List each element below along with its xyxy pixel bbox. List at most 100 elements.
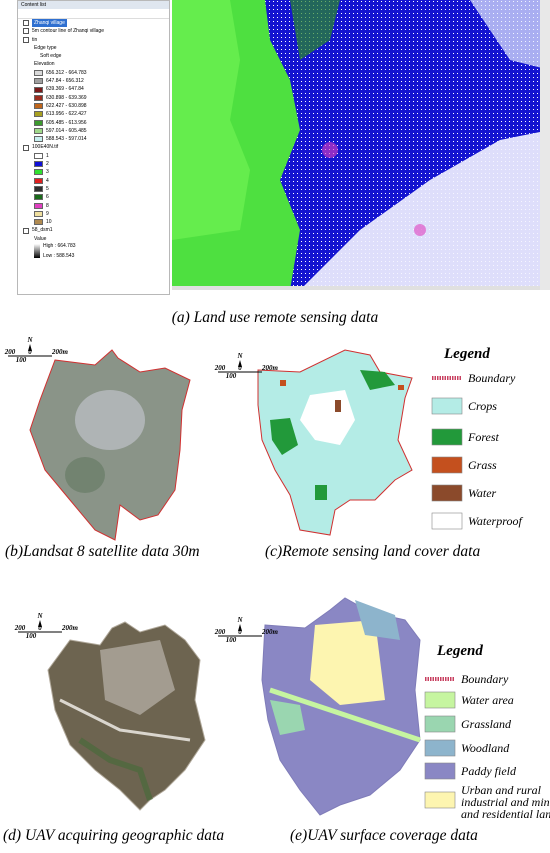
class-row: 8 [18,202,169,210]
content-list: Content list Zhanqi village 5m contour li… [17,0,170,295]
legend-label: Grass [468,458,497,472]
scale-label: 100 [26,632,37,640]
class-swatch [34,186,43,193]
class-swatch [34,103,43,110]
class-label: 6 [46,194,49,201]
legend-swatch [431,456,463,474]
class-swatch [34,78,43,85]
class-label: 588.543 - 597.014 [46,136,87,143]
sub-row: Edge type [18,44,169,52]
legend-label: Forest [467,430,500,444]
legend-label: Waterproof [468,514,523,528]
class-swatch [34,219,43,226]
layer-row: tin [18,36,169,44]
class-row: 630.898 - 639.369 [18,94,169,102]
layer-name: 100E40N.tif [32,144,59,151]
legend-label: Grassland [461,717,512,731]
north-arrow-shape [38,620,42,627]
class-row: 1 [18,152,169,160]
legend-swatch [424,762,456,780]
class-swatch [34,94,43,101]
scale-label: 200 [214,628,226,636]
scale-label: 100 [226,372,237,380]
scale-label: 100 [226,636,237,644]
class-row: 4 [18,177,169,185]
north-arrow: N [26,336,33,344]
checkbox [23,144,29,151]
legend-title: Legend [443,346,490,362]
legend-swatch [424,739,456,757]
class-swatch [34,128,43,134]
caption: (b)Landsat 8 satellite data 30m [5,543,200,560]
scale-label: 200 [4,348,16,356]
class-row: 597.014 - 605.485 [18,127,169,135]
scale-label: 100 [16,356,27,364]
class-label: 5 [46,185,49,192]
class-label: 10 [46,219,52,226]
layer-name: 5m contour line of Zhanqi village [32,28,104,35]
class-row: 588.543 - 597.014 [18,135,169,143]
class-swatch [34,161,43,168]
legend-label: Crops [468,399,497,413]
legend-label: Water [468,486,497,500]
legend-label: and residential land [461,807,550,821]
class-label: 630.898 - 639.369 [46,94,87,101]
layer-row: Zhanqi village [18,19,169,28]
sub-label: Value [34,235,47,242]
class-row: 3 [18,168,169,176]
class-row: 10 [18,218,169,226]
legend-label: industrial and mining [461,795,550,809]
class-swatch [34,119,43,126]
ramp-labels: High : 664.783 Low : 588.543 [43,243,76,259]
class-label: 647.84 - 656.312 [46,78,84,85]
sub-row: Soft edge [18,52,169,60]
class-swatch [34,194,43,201]
layer-row: 5m contour line of Zhanqi village [18,27,169,35]
scale-label: 0 [38,624,42,632]
north-arrow-shape [238,360,242,367]
ramp-label: High : 664.783 [43,243,76,250]
class-row: 613.956 - 622.427 [18,110,169,118]
class-swatch [34,111,43,118]
class-swatch [34,210,43,217]
class-label: 1 [46,152,49,159]
scale-label: 0 [238,628,242,636]
caption: (d) UAV acquiring geographic data [3,827,224,844]
class-swatch [34,152,43,159]
toolbar [18,9,169,19]
class-swatch [34,86,43,93]
class-swatch [34,177,43,184]
caption: (a) Land use remote sensing data [172,309,379,326]
class-label: 9 [46,210,49,217]
class-swatch [34,169,43,176]
north-arrow-shape [28,344,32,351]
checkbox [23,20,29,27]
class-label: 3 [46,169,49,176]
class-label: 8 [46,202,49,209]
class-row: 5 [18,185,169,193]
layer-name: 58_dsm1 [32,227,53,234]
ramp-label: Low : 588.543 [43,253,75,260]
class-row: 9 [18,210,169,218]
scale-label: 0 [28,348,32,356]
legend-swatch [424,715,456,733]
sub-row: Elevation [18,60,169,68]
checkbox [23,36,29,43]
legend-swatch [424,691,456,709]
scale-label: 0 [238,364,242,372]
north-arrow: N [236,352,243,360]
sub-label: Edge type [34,44,57,51]
color-ramp [34,244,40,259]
legend-title: Legend [436,643,483,659]
legend-swatch [424,791,456,809]
north-arrow: N [236,616,243,624]
legend-label: Boundary [468,371,516,385]
class-label: 597.014 - 605.485 [46,127,87,134]
scale-label: 200m [61,624,79,632]
class-swatch [34,202,43,209]
ramp-row: High : 664.783 Low : 588.543 [18,243,169,259]
checkbox [23,227,29,234]
legend-label: Water area [461,693,514,707]
